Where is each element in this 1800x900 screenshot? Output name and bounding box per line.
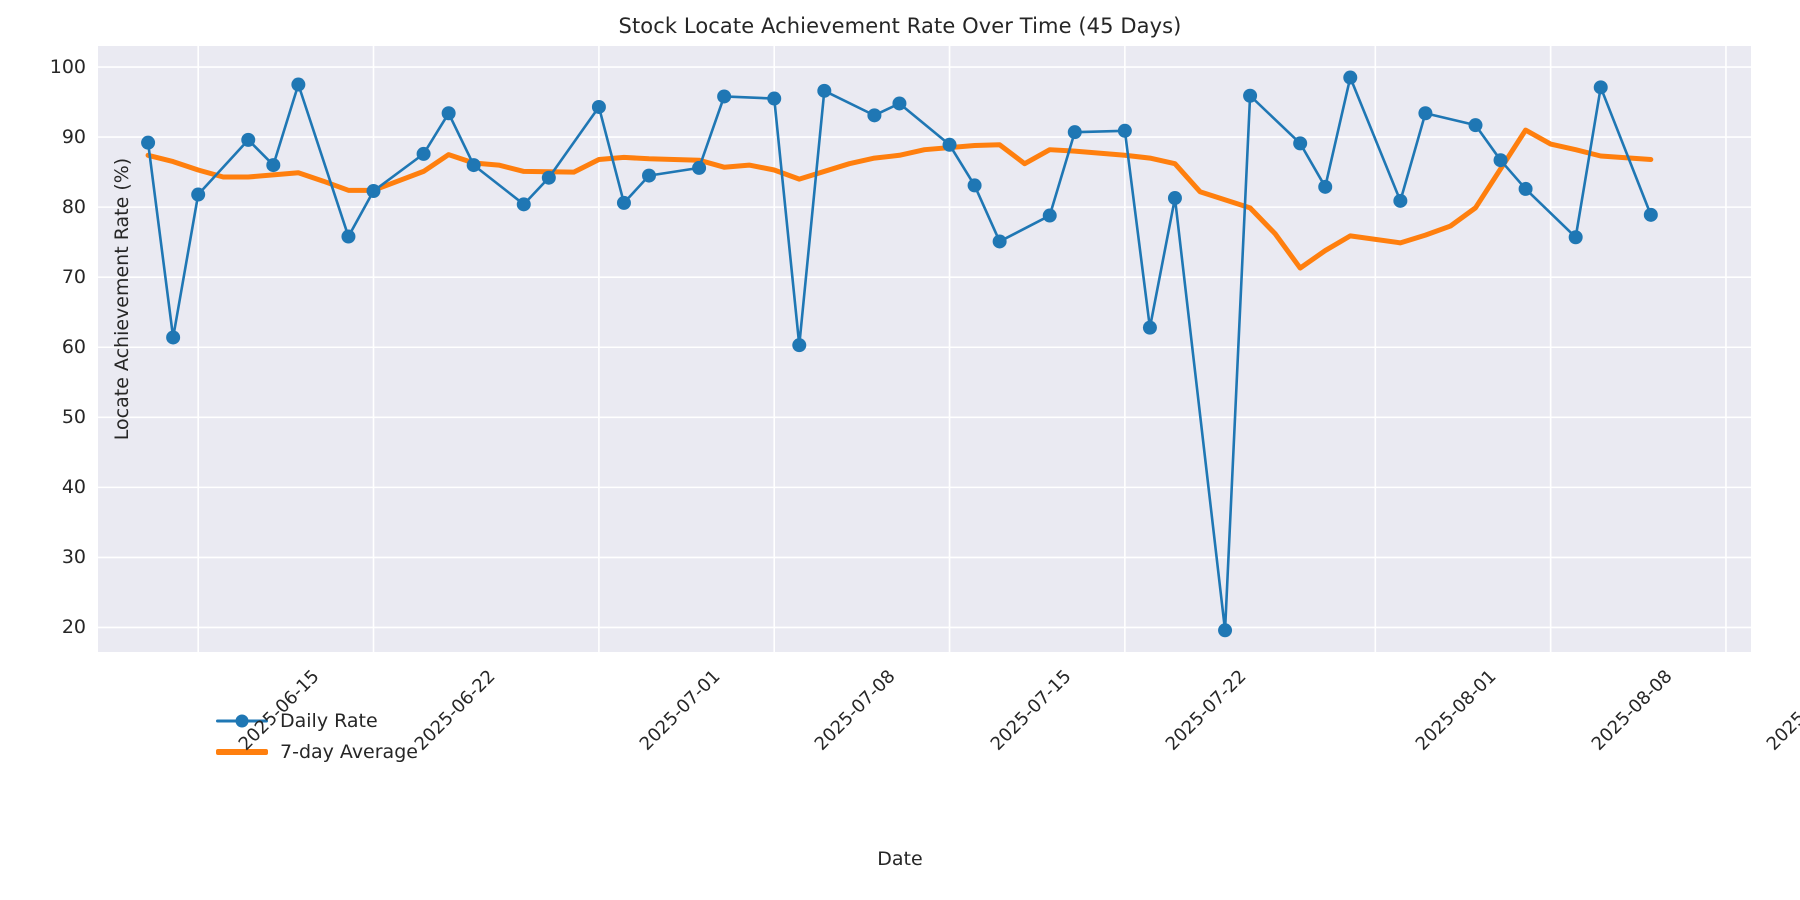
data-point-marker	[1243, 88, 1258, 103]
data-point-marker	[341, 229, 356, 244]
data-point-marker	[241, 132, 256, 147]
data-point-marker	[1067, 125, 1082, 140]
data-point-marker	[792, 338, 807, 353]
y-axis-tick-label: 40	[61, 476, 86, 499]
legend-item-daily-rate[interactable]: Daily Rate	[216, 705, 418, 736]
legend-label-seven-day-average: 7-day Average	[280, 740, 418, 763]
y-axis-tick-label: 50	[61, 406, 86, 429]
data-point-marker	[942, 137, 957, 152]
data-point-marker	[1167, 191, 1182, 206]
data-point-marker	[591, 99, 606, 114]
data-point-marker	[1493, 153, 1508, 168]
data-point-marker	[1218, 623, 1233, 638]
data-point-marker	[1393, 193, 1408, 208]
data-point-marker	[141, 135, 156, 150]
data-point-marker	[1593, 80, 1608, 95]
data-point-marker	[291, 77, 306, 92]
chart-title: Stock Locate Achievement Rate Over Time …	[618, 14, 1182, 38]
data-point-marker	[366, 184, 381, 199]
chart-legend: Daily Rate 7-day Average	[208, 701, 426, 771]
y-axis-tick-label: 70	[61, 266, 86, 289]
plot-area: Locate Achievement Rate (%) Daily Rate 7…	[98, 46, 1751, 763]
series-line-daily-rate	[146, 76, 1653, 632]
series-line-7-day-average	[145, 127, 1654, 271]
series-layer	[141, 70, 1658, 638]
legend-item-seven-day-average[interactable]: 7-day Average	[216, 736, 418, 767]
data-point-marker	[166, 330, 181, 345]
data-point-marker	[967, 178, 982, 193]
data-point-marker	[817, 83, 832, 98]
legend-line-seven-day-average	[216, 748, 268, 755]
data-point-marker	[516, 197, 531, 212]
legend-label-daily-rate: Daily Rate	[280, 709, 378, 732]
x-axis-label: Date	[877, 848, 923, 870]
y-axis-tick-label: 80	[61, 196, 86, 219]
data-point-marker	[1318, 179, 1333, 194]
y-axis-label: Locate Achievement Rate (%)	[111, 157, 133, 441]
data-point-marker	[1117, 123, 1132, 138]
data-point-marker	[642, 168, 656, 183]
data-point-marker	[1643, 207, 1658, 222]
legend-swatch-daily-rate	[216, 711, 268, 731]
data-point-marker	[992, 234, 1007, 249]
data-point-marker	[266, 158, 281, 173]
grid-lines	[98, 46, 1751, 652]
data-point-marker	[717, 89, 732, 104]
data-point-marker	[616, 195, 631, 210]
legend-marker-daily-rate	[235, 714, 249, 727]
y-axis-tick-label: 90	[61, 126, 86, 149]
data-point-marker	[1042, 208, 1057, 223]
data-point-marker	[892, 96, 907, 111]
data-point-marker	[692, 160, 707, 175]
y-axis-tick-label: 20	[61, 616, 86, 639]
legend-swatch-seven-day-average	[216, 742, 268, 762]
data-point-marker	[867, 108, 882, 123]
data-point-marker	[1518, 181, 1533, 196]
data-point-marker	[416, 146, 431, 161]
y-axis-tick-label: 60	[61, 336, 86, 359]
data-point-marker	[1468, 118, 1483, 133]
data-point-marker	[1142, 320, 1157, 335]
data-point-marker	[191, 187, 206, 202]
data-point-marker	[767, 91, 782, 106]
y-axis-tick-label: 100	[49, 56, 86, 79]
data-point-marker	[1568, 230, 1583, 245]
data-point-marker	[466, 158, 481, 173]
data-point-marker	[541, 170, 556, 185]
y-axis-tick-label: 30	[61, 546, 86, 569]
data-point-marker	[1418, 106, 1433, 121]
data-point-marker	[1293, 136, 1308, 151]
data-point-marker	[441, 106, 456, 121]
data-point-marker	[1343, 70, 1358, 85]
